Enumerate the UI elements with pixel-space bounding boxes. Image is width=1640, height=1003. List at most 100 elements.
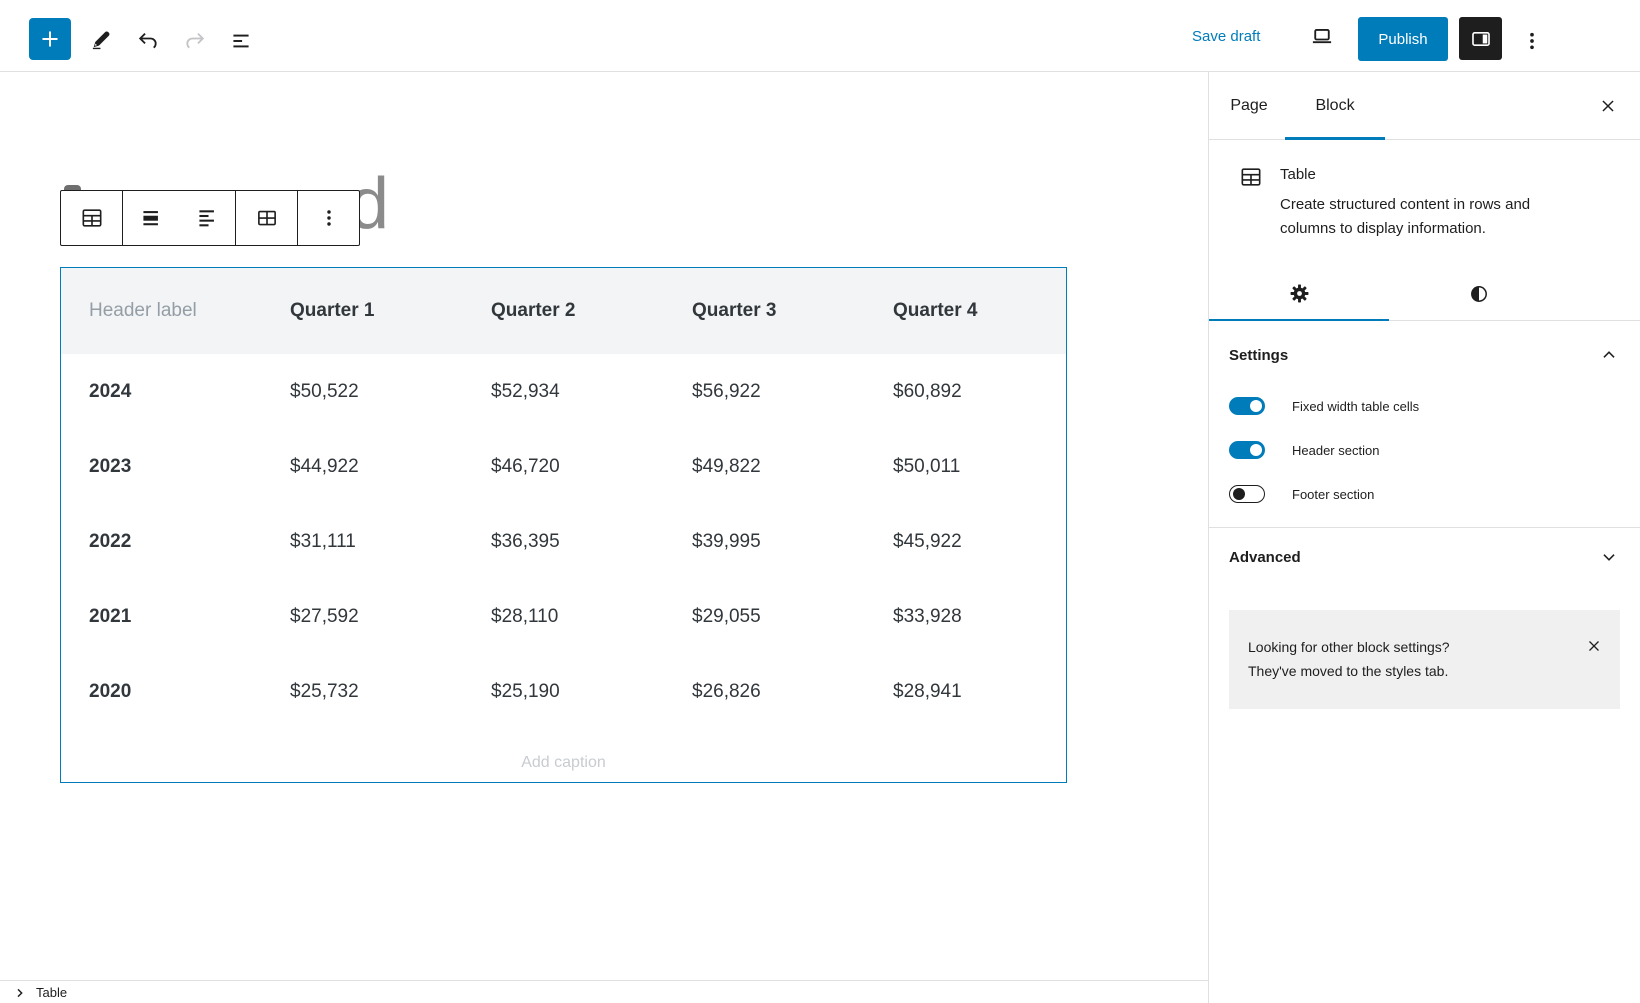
- laptop-icon: [1308, 22, 1336, 50]
- block-toolbar: [60, 190, 360, 246]
- table-cell[interactable]: $46,720: [491, 455, 560, 477]
- block-settings-notice: Looking for other block settings? They'v…: [1229, 610, 1620, 709]
- undo-icon: [135, 28, 161, 54]
- editor-canvas: d: [0, 72, 1208, 980]
- table-cell[interactable]: $31,111: [290, 530, 356, 552]
- table-block[interactable]: Header label Quarter 1 Quarter 2 Quarter…: [60, 267, 1067, 783]
- block-card-title: Table: [1280, 166, 1316, 183]
- table-row: 2020 $25,732 $25,190 $26,826 $28,941: [61, 654, 1066, 729]
- block-info-card: Table Create structured content in rows …: [1209, 140, 1640, 266]
- change-alignment-button[interactable]: [123, 191, 179, 245]
- redo-icon: [182, 28, 208, 54]
- save-draft-button[interactable]: Save draft: [1192, 0, 1260, 72]
- table-cell[interactable]: 2024: [89, 380, 132, 402]
- table-cell[interactable]: $44,922: [290, 455, 359, 477]
- breadcrumb-table[interactable]: Table: [36, 985, 68, 1000]
- table-cell[interactable]: $28,941: [893, 680, 962, 702]
- table-cell[interactable]: $50,522: [290, 380, 359, 402]
- editor-top-bar: Save draft Publish: [0, 0, 1640, 72]
- chevron-right-icon: [12, 985, 28, 1001]
- block-card-description: Create structured content in rows and co…: [1280, 196, 1531, 237]
- kebab-icon: [1519, 28, 1545, 54]
- table-cell[interactable]: $36,395: [491, 530, 560, 552]
- data-table: Header label Quarter 1 Quarter 2 Quarter…: [61, 268, 1066, 729]
- options-menu-button[interactable]: [1512, 21, 1552, 61]
- sidebar-layout-icon: [1468, 26, 1494, 52]
- tab-settings[interactable]: [1209, 266, 1389, 321]
- kebab-icon: [316, 205, 342, 231]
- block-inserter-button[interactable]: [29, 18, 71, 60]
- tab-page[interactable]: Page: [1217, 72, 1281, 140]
- table-row: 2023 $44,922 $46,720 $49,822 $50,011: [61, 429, 1066, 504]
- settings-sidebar-toggle[interactable]: [1459, 17, 1502, 60]
- tools-button[interactable]: [81, 21, 121, 61]
- table-cell[interactable]: $29,055: [692, 605, 761, 627]
- table-header-cell[interactable]: Quarter 3: [692, 300, 777, 321]
- table-header-cell[interactable]: Quarter 2: [491, 300, 576, 321]
- align-none-icon: [138, 205, 164, 231]
- toggle-row-footer-section: Footer section: [1229, 485, 1620, 503]
- table-block-icon: [1238, 164, 1264, 240]
- settings-heading: Settings: [1229, 346, 1289, 364]
- tab-styles[interactable]: [1389, 266, 1569, 321]
- tab-block[interactable]: Block: [1285, 72, 1385, 140]
- table-block-icon: [79, 205, 105, 231]
- toggle-label: Header section: [1292, 442, 1380, 458]
- table-row: 2022 $31,111 $36,395 $39,995 $45,922: [61, 504, 1066, 579]
- chevron-up-icon: [1598, 344, 1620, 366]
- settings-panel-header[interactable]: Settings: [1229, 339, 1620, 371]
- toggle-label: Fixed width table cells: [1292, 398, 1420, 414]
- footer-section-toggle[interactable]: [1229, 485, 1265, 503]
- dismiss-notice-button[interactable]: [1582, 634, 1606, 658]
- sidebar-icon-tabs: [1209, 266, 1640, 321]
- table-header-cell[interactable]: Header label: [89, 300, 197, 321]
- settings-panel: Settings Fixed width table cells Header …: [1209, 321, 1640, 528]
- publish-button[interactable]: Publish: [1358, 17, 1448, 61]
- table-cell[interactable]: 2021: [89, 605, 132, 627]
- advanced-panel-header[interactable]: Advanced: [1229, 541, 1620, 573]
- table-cell[interactable]: $27,592: [290, 605, 359, 627]
- table-cell[interactable]: $28,110: [491, 605, 559, 627]
- undo-button[interactable]: [128, 21, 168, 61]
- table-cell[interactable]: $25,190: [491, 680, 560, 702]
- table-cell[interactable]: $52,934: [491, 380, 560, 402]
- document-overview-button[interactable]: [221, 21, 261, 61]
- notice-text: Looking for other block settings? They'v…: [1248, 639, 1450, 679]
- close-icon: [1585, 637, 1603, 655]
- header-section-toggle[interactable]: [1229, 441, 1265, 459]
- table-cell[interactable]: $26,826: [692, 680, 761, 702]
- sidebar-header: Page Block: [1209, 72, 1640, 140]
- close-sidebar-button[interactable]: [1592, 90, 1624, 122]
- table-caption-placeholder[interactable]: Add caption: [521, 754, 606, 771]
- table-header-cell[interactable]: Quarter 1: [290, 300, 375, 321]
- styles-half-circle-icon: [1467, 282, 1491, 306]
- table-cell[interactable]: $25,732: [290, 680, 359, 702]
- chevron-down-icon: [1598, 546, 1620, 568]
- redo-button[interactable]: [175, 21, 215, 61]
- table-cell[interactable]: $49,822: [692, 455, 761, 477]
- table-cell[interactable]: $56,922: [692, 380, 761, 402]
- table-grid-icon: [254, 205, 280, 231]
- table-cell[interactable]: 2022: [89, 530, 132, 552]
- block-switcher-table-button[interactable]: [61, 191, 122, 245]
- list-view-icon: [228, 28, 254, 54]
- table-header-cell[interactable]: Quarter 4: [893, 300, 978, 321]
- table-cell[interactable]: $33,928: [893, 605, 962, 627]
- edit-table-button[interactable]: [236, 191, 297, 245]
- block-options-button[interactable]: [298, 191, 359, 245]
- table-cell[interactable]: 2023: [89, 455, 132, 477]
- advanced-panel: Advanced: [1209, 528, 1640, 586]
- toggle-row-header-section: Header section: [1229, 441, 1620, 459]
- table-cell[interactable]: $60,892: [893, 380, 962, 402]
- table-cell[interactable]: 2020: [89, 680, 132, 702]
- pencil-icon: [88, 28, 114, 54]
- table-cell[interactable]: $45,922: [893, 530, 962, 552]
- toggle-row-fixed-width: Fixed width table cells: [1229, 397, 1620, 415]
- table-cell[interactable]: $50,011: [893, 455, 961, 477]
- text-alignment-button[interactable]: [179, 191, 235, 245]
- fixed-width-toggle[interactable]: [1229, 397, 1265, 415]
- table-cell[interactable]: $39,995: [692, 530, 761, 552]
- preview-button[interactable]: [1302, 16, 1342, 56]
- close-icon: [1597, 95, 1619, 117]
- breadcrumb-bar: Table: [0, 980, 1208, 1003]
